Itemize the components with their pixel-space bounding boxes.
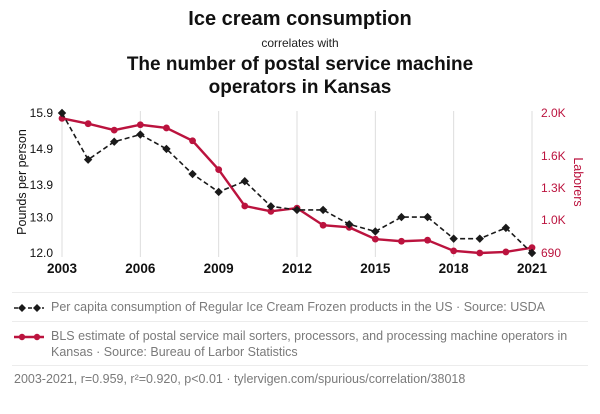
- chart-header: Ice cream consumption correlates with Th…: [0, 0, 600, 99]
- svg-text:12.0: 12.0: [30, 247, 54, 261]
- legend-row-ice-cream: Per capita consumption of Regular Ice Cr…: [12, 292, 588, 320]
- legend-label-ice-cream: Per capita consumption of Regular Ice Cr…: [51, 300, 545, 315]
- page-title: Ice cream consumption: [188, 8, 412, 30]
- svg-text:13.9: 13.9: [30, 178, 54, 192]
- svg-text:2012: 2012: [282, 261, 312, 276]
- right-axis-label: Laborers: [571, 157, 585, 208]
- svg-text:1.3K: 1.3K: [541, 181, 566, 195]
- svg-text:2018: 2018: [439, 261, 470, 276]
- red-solid-circle-line-icon: [14, 333, 44, 340]
- legend-row-postal: BLS estimate of postal service mail sort…: [12, 320, 588, 366]
- svg-text:2021: 2021: [517, 261, 548, 276]
- svg-text:1.0K: 1.0K: [541, 213, 566, 227]
- correlate-title: The number of postal service machine ope…: [126, 54, 474, 99]
- svg-text:13.0: 13.0: [30, 211, 54, 225]
- left-axis-label: Pounds per person: [15, 129, 29, 236]
- legend-label-postal: BLS estimate of postal service mail sort…: [51, 328, 568, 359]
- svg-text:2009: 2009: [204, 261, 234, 276]
- svg-text:690: 690: [541, 247, 561, 261]
- svg-text:14.9: 14.9: [30, 142, 54, 156]
- dual-axis-line-chart: 2003 2006 2009 2012 2015 2018 2021 15.9 14.9 13.9…: [30, 107, 566, 277]
- svg-text:2003: 2003: [47, 261, 78, 276]
- svg-text:2015: 2015: [360, 261, 391, 276]
- chart-area: Pounds per person Laborers 2003 2006 2009 2…: [0, 103, 600, 288]
- footer-citation: 2003-2021, r=0.959, r²=0.920, p<0.01 · t…: [12, 365, 588, 390]
- svg-text:15.9: 15.9: [30, 107, 54, 121]
- legend: Per capita consumption of Regular Ice Cr…: [12, 292, 588, 390]
- svg-text:2006: 2006: [125, 261, 156, 276]
- black-dashed-diamond-line-icon: [14, 304, 44, 313]
- correlates-with-label: correlates with: [261, 36, 339, 50]
- svg-text:1.6K: 1.6K: [541, 149, 566, 163]
- svg-text:2.0K: 2.0K: [541, 107, 566, 121]
